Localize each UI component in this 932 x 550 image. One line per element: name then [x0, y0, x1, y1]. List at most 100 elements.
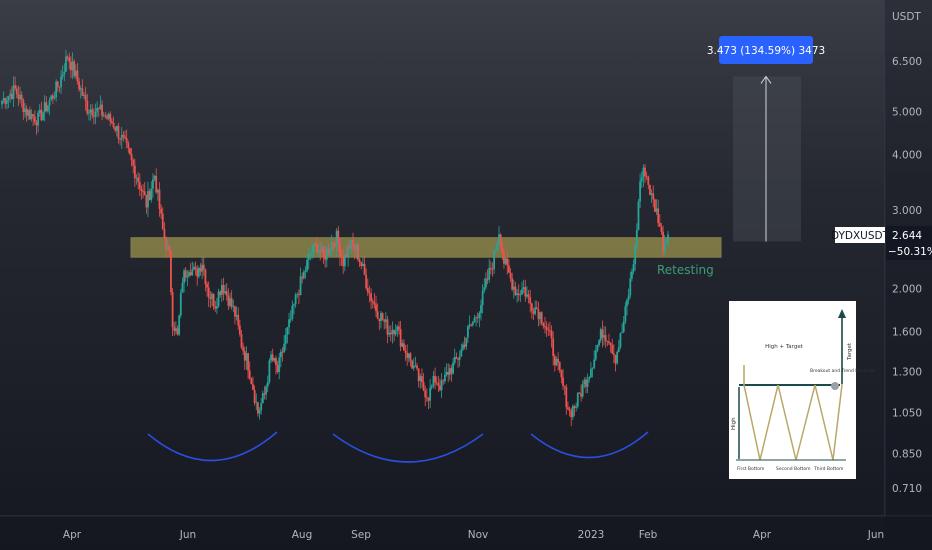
candle-body	[652, 193, 655, 200]
candle-body	[271, 354, 274, 361]
candle-body	[261, 393, 264, 404]
candle-body	[224, 291, 226, 294]
candle-body	[614, 354, 617, 364]
candle-body	[166, 246, 169, 250]
candle-body	[91, 109, 94, 116]
candle-body	[573, 406, 576, 408]
candle-body	[629, 278, 632, 296]
candle-body	[253, 389, 256, 403]
candle-body	[575, 406, 578, 408]
candle-body	[388, 332, 391, 335]
candle-body	[220, 285, 223, 295]
candle-body	[560, 370, 563, 378]
candle-body	[258, 410, 261, 414]
y-tick-label: 5.000	[892, 107, 922, 119]
y-tick-label: 3.000	[892, 205, 922, 217]
candle-body	[6, 100, 8, 104]
candle-body	[624, 306, 627, 322]
candle-body	[368, 292, 371, 294]
candle-body	[586, 379, 589, 387]
candle-body	[655, 208, 658, 212]
candle-body	[627, 295, 630, 301]
candle-body	[622, 321, 625, 332]
candle-body	[480, 305, 482, 314]
candle-body	[358, 259, 361, 262]
candle-body	[611, 345, 614, 354]
candle-body	[263, 393, 266, 395]
candle-body	[173, 327, 176, 331]
candle-body	[373, 302, 376, 305]
candle-body	[278, 357, 281, 373]
candle-body	[491, 268, 494, 270]
y-tick-label: 1.300	[892, 366, 922, 378]
x-tick-label: Nov	[468, 529, 489, 541]
candle-body	[288, 319, 290, 328]
candle-body	[101, 104, 103, 116]
candle-body	[130, 154, 133, 161]
candle-body	[81, 88, 84, 96]
candle-body	[189, 272, 192, 276]
candle-body	[506, 258, 509, 266]
candle-body	[10, 93, 13, 100]
candle-body	[649, 184, 651, 195]
second-bottom-arc	[332, 433, 484, 463]
candle-body	[486, 278, 489, 280]
candle-body	[519, 294, 522, 296]
candle-body	[516, 293, 518, 295]
y-tick-label: 4.000	[892, 150, 922, 162]
candle-body	[142, 191, 144, 192]
candle-body	[148, 191, 151, 201]
x-tick-label: 2023	[578, 529, 605, 541]
candle-body	[234, 306, 236, 317]
candle-body	[378, 318, 381, 322]
candle-body	[465, 337, 468, 347]
candle-body	[476, 317, 479, 319]
candle-body	[37, 112, 39, 126]
triple-bottom-inset: High + Target Breakout and Trend Reversa…	[729, 301, 875, 479]
candle-body	[237, 314, 240, 326]
candle-body	[437, 383, 440, 386]
candle-body	[217, 291, 220, 307]
candle-body	[255, 402, 258, 404]
candle-body	[202, 264, 205, 270]
last-change: −50.31%	[888, 246, 932, 258]
candle-body	[132, 160, 135, 166]
candle-body	[568, 409, 571, 411]
candle-body	[84, 94, 87, 101]
candle-body	[406, 352, 409, 358]
candle-body	[489, 267, 492, 269]
candle-body	[9, 93, 12, 96]
candle-body	[429, 387, 432, 401]
candle-body	[56, 81, 59, 87]
candle-body	[512, 286, 515, 290]
candle-body	[425, 397, 428, 399]
candle-body	[662, 231, 664, 253]
candle-body	[609, 342, 612, 346]
candle-body	[273, 358, 276, 361]
projection-tool[interactable]: 3.473 (134.59%) 3473	[707, 36, 825, 242]
candle-body	[340, 256, 343, 258]
candlestick-series	[1, 49, 669, 427]
resistance-zone[interactable]	[130, 237, 722, 258]
candle-body	[593, 359, 596, 368]
candle-body	[481, 290, 484, 306]
candle-body	[657, 208, 660, 223]
candle-body	[161, 213, 164, 230]
candle-body	[314, 243, 317, 245]
candle-body	[324, 254, 327, 260]
candle-body	[260, 403, 263, 411]
candle-body	[381, 313, 384, 321]
candle-body	[370, 293, 372, 301]
candle-body	[521, 289, 523, 295]
candle-body	[585, 379, 587, 387]
candle-body	[1, 100, 3, 105]
candle-body	[47, 105, 49, 112]
candle-body	[617, 347, 620, 352]
candle-body	[206, 284, 208, 288]
candle-body	[245, 353, 248, 361]
candle-body	[599, 329, 602, 341]
candle-body	[219, 291, 222, 295]
candle-body	[68, 57, 71, 62]
candle-body	[247, 353, 249, 371]
